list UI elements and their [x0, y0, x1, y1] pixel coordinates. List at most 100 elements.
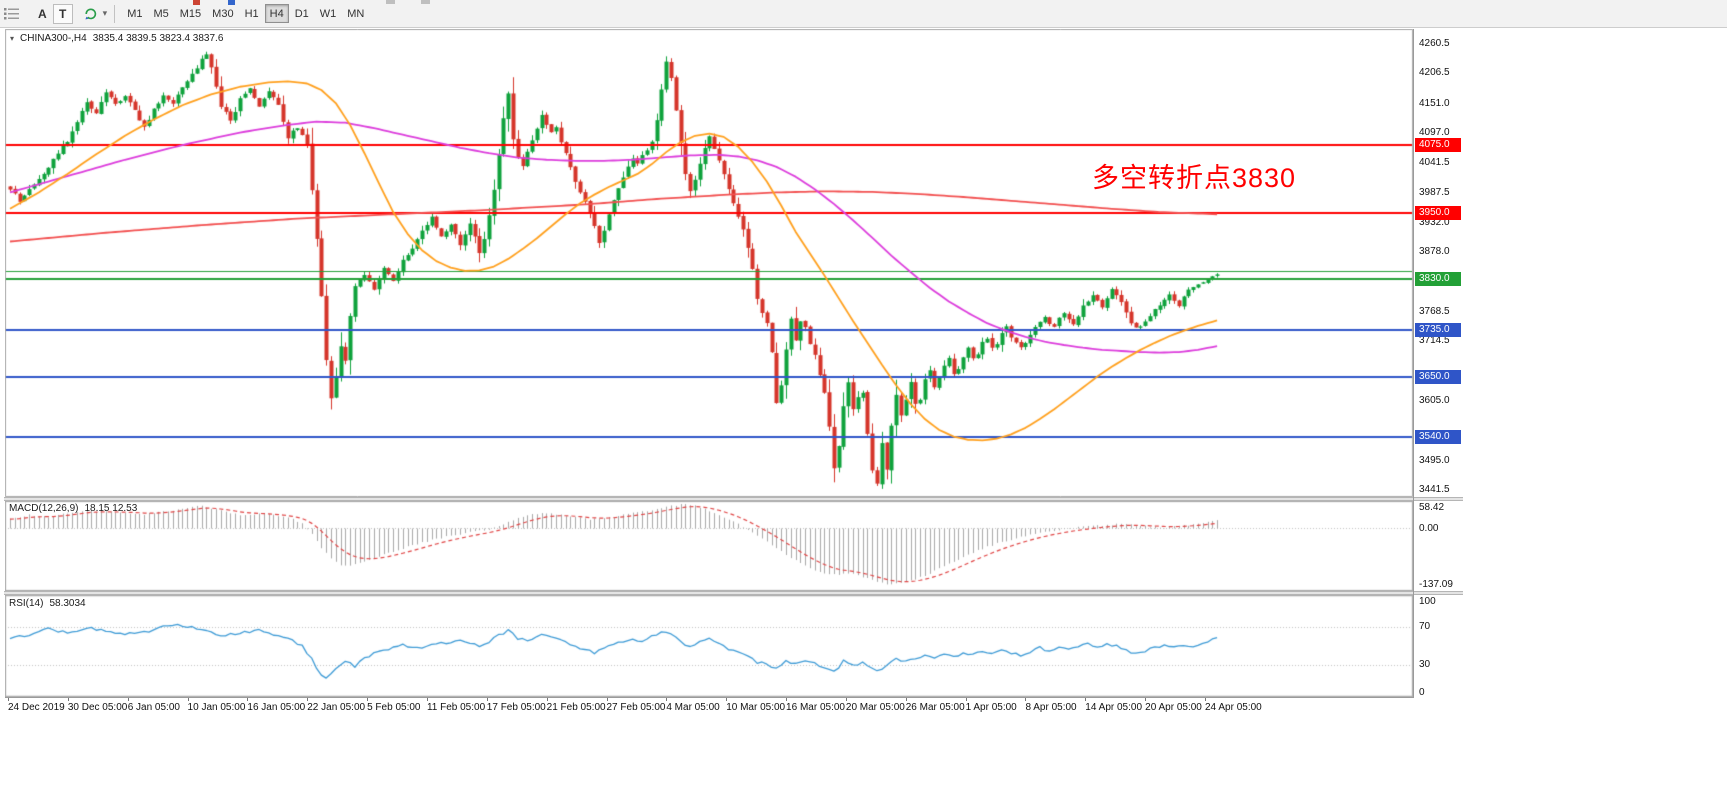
time-axis-tick: [1205, 698, 1206, 701]
time-axis-label: 10 Jan 05:00: [187, 702, 246, 713]
timeframe-toolbar: M1 M5 M15 M30 H1 H4 D1 W1 MN: [122, 4, 369, 23]
cycle-icon: [85, 8, 96, 19]
time-axis-label: 14 Apr 05:00: [1085, 702, 1143, 713]
time-axis-tick: [666, 698, 668, 701]
time-axis-label: 8 Apr 05:00: [1025, 702, 1077, 713]
draw-text-label-button[interactable]: T: [52, 3, 73, 24]
grip-icon: [4, 8, 19, 20]
timeframe-button-m5[interactable]: M5: [148, 4, 173, 23]
chart-title-bar: ▾ CHINA300-,H4 3835.4 3839.5 3823.4 3837…: [10, 33, 223, 44]
price-tick-label: 3987.5: [1419, 186, 1450, 198]
price-tick-label: 3605.0: [1419, 395, 1450, 407]
panel-splitter[interactable]: [4, 591, 1463, 595]
time-axis-label: 24 Dec 2019: [8, 702, 65, 713]
time-axis-label: 10 Mar 05:00: [726, 702, 786, 713]
time-axis-label: 4 Mar 05:00: [666, 702, 720, 713]
price-tick-label: 3495.0: [1419, 455, 1450, 467]
time-axis-tick: [606, 698, 608, 701]
time-axis-label: 17 Feb 05:00: [486, 702, 546, 713]
price-level-badge: 3650.0: [1415, 369, 1461, 384]
macd-indicator-label: MACD(12,26,9) 18.15 12.53: [9, 503, 137, 514]
cycle-lines-button[interactable]: [77, 4, 105, 24]
time-axis-tick: [546, 698, 548, 701]
chart-annotation: 多空转折点3830: [1092, 163, 1297, 193]
time-axis-label: 1 Apr 05:00: [965, 702, 1017, 713]
time-axis-tick: [307, 698, 309, 701]
price-level-badge: 3540.0: [1415, 429, 1461, 444]
time-axis-tick: [905, 698, 907, 701]
time-axis-label: 5 Feb 05:00: [367, 702, 421, 713]
clipped-icon-fragment: [421, 0, 430, 4]
price-tick-label: 4206.5: [1419, 67, 1450, 79]
price-tick-label: 4260.5: [1419, 37, 1450, 49]
price-level-badge: 3950.0: [1415, 206, 1461, 221]
time-axis-label: 24 Apr 05:00: [1205, 702, 1262, 713]
rsi-name: RSI(14): [9, 598, 44, 609]
clipped-icon-fragment: [228, 0, 235, 5]
main-chart-canvas[interactable]: [5, 29, 1413, 497]
timeframe-button-h4[interactable]: H4: [264, 4, 289, 23]
time-axis-tick: [247, 698, 249, 701]
timeframe-button-w1[interactable]: W1: [315, 4, 342, 23]
time-axis-tick: [726, 698, 728, 701]
time-axis-tick: [187, 698, 189, 701]
time-axis[interactable]: 24 Dec 2019 30 Dec 05:00 6 Jan 05:00 10 Jan…: [5, 697, 1414, 715]
price-tick-label: 3441.5: [1419, 484, 1450, 496]
timeframe-button-d1[interactable]: D1: [290, 4, 314, 23]
timeframe-button-h1[interactable]: H1: [240, 4, 264, 23]
time-axis-tick: [127, 698, 129, 701]
timeframe-button-m1[interactable]: M1: [122, 4, 147, 23]
time-axis-tick: [426, 698, 428, 701]
timeframe-button-m15[interactable]: M15: [175, 4, 206, 23]
time-axis-label: 27 Feb 05:00: [606, 702, 666, 713]
price-tick-label: 4151.0: [1419, 97, 1450, 109]
collapse-triangle-icon[interactable]: ▾: [10, 34, 15, 43]
price-tick-label: 3768.5: [1419, 306, 1450, 318]
toolbar-separator: [114, 4, 116, 23]
time-axis-label: 30 Dec 05:00: [67, 702, 128, 713]
time-axis-label: 21 Feb 05:00: [546, 702, 606, 713]
time-axis-label: 16 Mar 05:00: [786, 702, 845, 713]
clipped-icon-fragment: [193, 0, 200, 5]
rsi-panel-canvas[interactable]: [5, 595, 1413, 697]
macd-name: MACD(12,26,9): [9, 503, 79, 514]
time-axis-tick: [965, 698, 967, 701]
dropdown-caret-icon[interactable]: ▾: [102, 8, 108, 18]
time-axis-tick: [486, 698, 488, 701]
time-axis-tick: [367, 698, 369, 701]
chart-symbol-period: CHINA300-,H4: [20, 33, 87, 44]
price-level-badge: 3735.0: [1415, 323, 1461, 338]
price-tick-label: 4097.0: [1419, 127, 1450, 139]
clipped-icon-fragment: [386, 0, 395, 4]
time-axis-label: 11 Feb 05:00: [426, 702, 486, 713]
time-axis-label: 6 Jan 05:00: [127, 702, 180, 713]
macd-values: 18.15 12.53: [84, 503, 138, 514]
macd-panel-canvas[interactable]: [5, 501, 1413, 591]
draw-text-button[interactable]: A: [32, 4, 53, 24]
time-axis-tick: [845, 698, 847, 701]
rsi-scale-label: 70: [1419, 621, 1431, 633]
time-axis-label: 20 Apr 05:00: [1145, 702, 1202, 713]
toolbar-grip[interactable]: [3, 6, 23, 22]
macd-scale-label: 0.00: [1419, 522, 1439, 534]
rsi-value: 58.3034: [49, 598, 86, 609]
price-tick-label: 3878.0: [1419, 246, 1450, 258]
time-axis-label: 16 Jan 05:00: [247, 702, 306, 713]
price-axis[interactable]: 4260.5 4206.5 4151.0 4097.0 4041.5 3987.5 3932…: [1413, 29, 1464, 715]
panel-splitter[interactable]: [4, 497, 1463, 501]
price-tick-label: 3714.5: [1419, 335, 1450, 347]
price-tick-label: 4041.5: [1419, 157, 1450, 169]
price-tick-label: 3932.0: [1419, 216, 1450, 228]
rsi-scale-label: 100: [1419, 596, 1436, 607]
time-axis-tick: [1025, 698, 1027, 701]
timeframe-button-mn[interactable]: MN: [342, 4, 369, 23]
time-axis-tick: [8, 698, 9, 701]
timeframe-button-m30[interactable]: M30: [207, 4, 238, 23]
time-axis-tick: [1085, 698, 1087, 701]
time-axis-label: 22 Jan 05:00: [307, 702, 366, 713]
time-axis-tick: [786, 698, 788, 701]
rsi-scale-label: 0: [1419, 687, 1425, 699]
chart-ohlc-values: 3835.4 3839.5 3823.4 3837.6: [92, 33, 224, 44]
rsi-scale-label: 30: [1419, 658, 1431, 670]
